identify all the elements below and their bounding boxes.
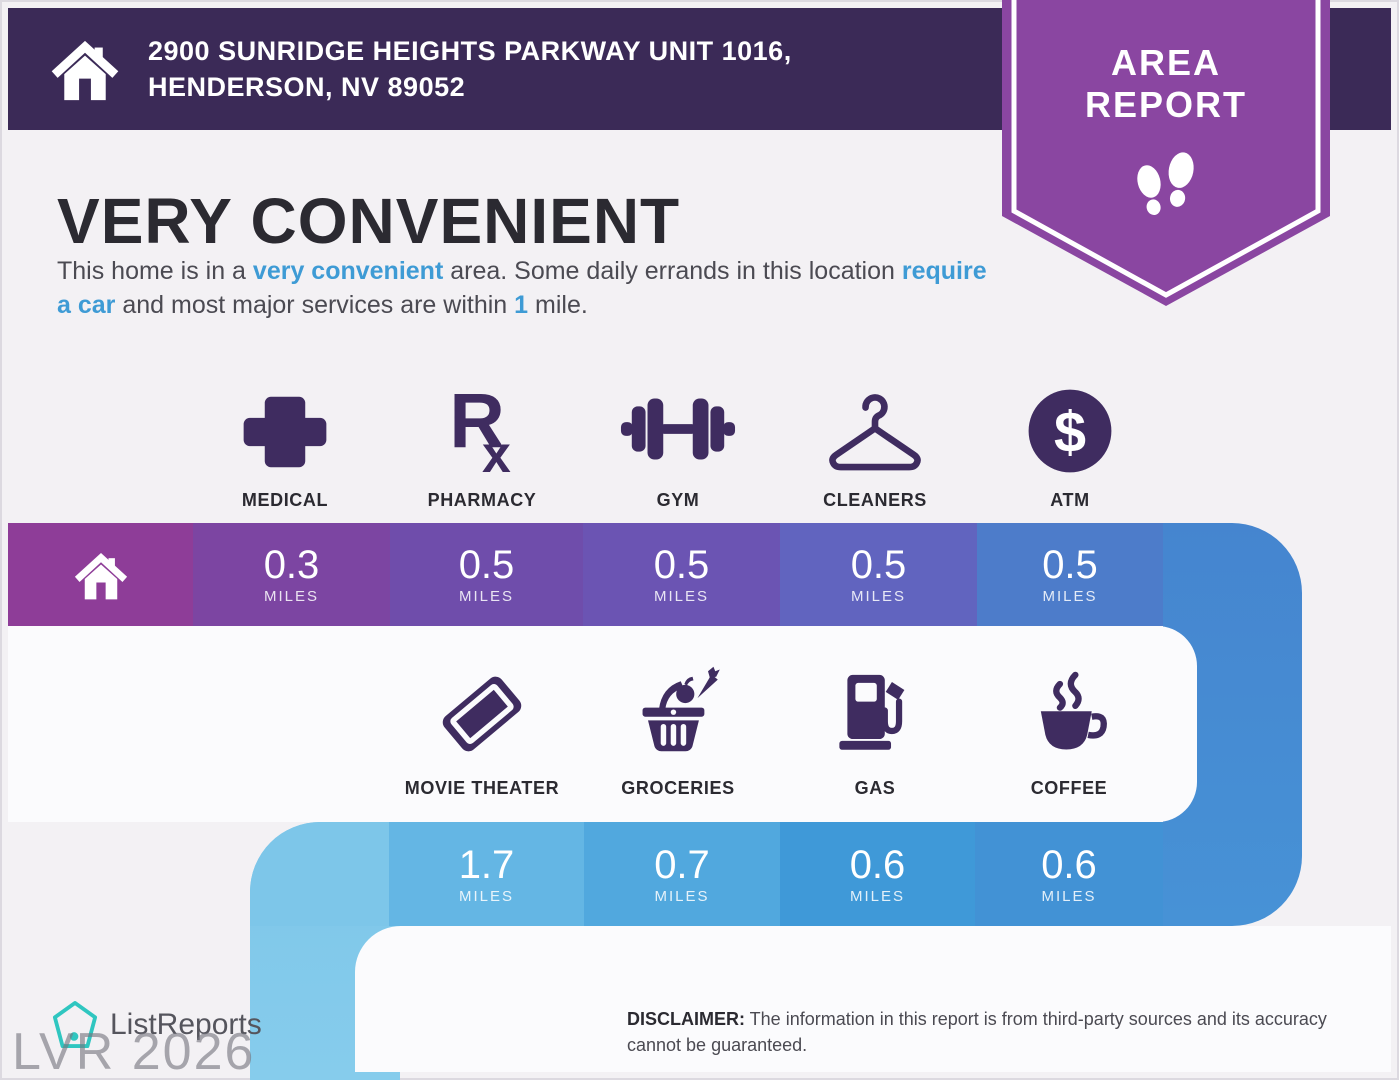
curve-segment bbox=[250, 822, 389, 926]
description-text: and most major services are within bbox=[115, 291, 515, 319]
cleaners-hanger-icon bbox=[829, 394, 921, 471]
listreports-logo: ListReports bbox=[52, 1000, 262, 1050]
distance-value: 0.6 bbox=[1041, 842, 1097, 887]
gas-pump-icon bbox=[839, 674, 905, 750]
svg-text:x: x bbox=[482, 425, 511, 476]
description-text: This home is in a bbox=[57, 257, 253, 285]
pharmacy-rx-icon: R x bbox=[449, 378, 511, 476]
area-report-badge: AREA REPORT bbox=[1002, 0, 1330, 314]
gym-dumbbell-icon bbox=[620, 398, 736, 460]
property-address: 2900 SUNRIDGE HEIGHTS PARKWAY UNIT 1016,… bbox=[148, 33, 792, 105]
distance-unit: MILES bbox=[654, 887, 710, 905]
home-icon bbox=[74, 552, 127, 599]
coffee-cup-icon bbox=[1040, 671, 1107, 750]
distance-segment: 0.5 MILES bbox=[977, 523, 1163, 626]
medical-cross-icon bbox=[243, 396, 327, 468]
distance-segment: 0.5 MILES bbox=[780, 523, 977, 626]
distance-unit: MILES bbox=[458, 588, 514, 605]
distance-unit: MILES bbox=[1041, 887, 1097, 905]
distance-unit: MILES bbox=[458, 887, 514, 905]
category-atm: $ ATM bbox=[975, 376, 1165, 511]
movie-ticket-icon bbox=[442, 676, 522, 752]
category-groceries: GROCERIES bbox=[583, 664, 773, 799]
bottom-white-panel bbox=[355, 926, 1391, 1072]
category-label: MEDICAL bbox=[241, 490, 329, 510]
distance-value: 0.7 bbox=[654, 842, 710, 887]
category-label: ATM bbox=[1050, 490, 1090, 510]
distance-segment: 0.5 MILES bbox=[390, 523, 583, 626]
category-label: MOVIE THEATER bbox=[404, 778, 560, 798]
distance-value: 0.6 bbox=[849, 842, 906, 887]
description-text: area. Some daily errands in this locatio… bbox=[443, 257, 902, 285]
distance-unit: MILES bbox=[849, 887, 905, 905]
category-coffee: COFFEE bbox=[974, 664, 1164, 799]
footprints-icon bbox=[1137, 152, 1194, 216]
middle-white-panel bbox=[8, 626, 1197, 822]
distance-unit: MILES bbox=[263, 588, 319, 605]
home-icon bbox=[51, 40, 119, 101]
category-pharmacy: R x PHARMACY bbox=[387, 376, 577, 511]
logo-text: ListReports bbox=[110, 1008, 262, 1041]
distance-segment: 0.3 MILES bbox=[193, 523, 390, 626]
disclaimer: DISCLAIMER: The information in this repo… bbox=[627, 1006, 1377, 1058]
category-label: GAS bbox=[854, 778, 896, 798]
description-accent-text: very convenient bbox=[252, 257, 444, 285]
groceries-basket-icon bbox=[642, 666, 720, 752]
category-label: GYM bbox=[656, 490, 700, 510]
distance-segment: 0.7 MILES bbox=[584, 822, 780, 926]
distance-value: 0.5 bbox=[653, 543, 710, 587]
listreports-pentagon-icon bbox=[52, 1001, 98, 1049]
distance-segment: 0.6 MILES bbox=[975, 822, 1163, 926]
category-label: CLEANERS bbox=[823, 490, 927, 510]
distance-value: 0.5 bbox=[1042, 543, 1098, 587]
distance-value: 0.3 bbox=[263, 543, 320, 587]
address-line-1: 2900 SUNRIDGE HEIGHTS PARKWAY UNIT 1016, bbox=[148, 36, 792, 66]
badge-line-1: AREA bbox=[1110, 42, 1221, 83]
disclaimer-label: DISCLAIMER: bbox=[627, 1009, 745, 1029]
distance-unit: MILES bbox=[1042, 588, 1098, 605]
disclaimer-text: The information in this report is from t… bbox=[627, 1009, 1327, 1055]
distance-segment: 1.7 MILES bbox=[389, 822, 584, 926]
distance-value: 0.5 bbox=[458, 543, 515, 587]
badge-ribbon-shape bbox=[1002, 0, 1330, 306]
description-accent-text: require a car bbox=[57, 257, 987, 319]
category-gym: GYM bbox=[583, 376, 773, 511]
svg-text:R: R bbox=[449, 378, 504, 464]
category-label: GROCERIES bbox=[621, 778, 735, 798]
distance-value: 0.5 bbox=[850, 543, 907, 587]
address-line-2: HENDERSON, NV 89052 bbox=[148, 72, 466, 102]
page-title: VERY CONVENIENT bbox=[57, 185, 681, 257]
badge-line-2: REPORT bbox=[1084, 84, 1247, 125]
distance-unit: MILES bbox=[850, 588, 906, 605]
description-accent-text: 1 bbox=[514, 291, 529, 319]
category-gas: GAS bbox=[780, 664, 970, 799]
svg-text:$: $ bbox=[1054, 401, 1086, 465]
distance-unit: MILES bbox=[653, 588, 709, 605]
distance-segment: 0.6 MILES bbox=[780, 822, 975, 926]
origin-segment bbox=[8, 523, 193, 626]
category-cleaners: CLEANERS bbox=[780, 376, 970, 511]
distance-bar-top: 0.3 MILES 0.5 MILES 0.5 MILES 0.5 MILES … bbox=[8, 523, 1163, 626]
category-label: COFFEE bbox=[1030, 778, 1108, 798]
distance-bar-bottom: 1.7 MILES 0.7 MILES 0.6 MILES 0.6 MILES bbox=[250, 822, 1163, 926]
category-medical: MEDICAL bbox=[190, 376, 380, 511]
category-movie-theater: MOVIE THEATER bbox=[387, 664, 577, 799]
description-text: mile. bbox=[528, 291, 588, 319]
page-description: This home is in a very convenient area. … bbox=[57, 254, 1007, 322]
distance-segment: 0.5 MILES bbox=[583, 523, 780, 626]
category-label: PHARMACY bbox=[427, 490, 537, 510]
atm-dollar-icon: $ bbox=[1028, 389, 1112, 473]
watermark: LVR 2026 bbox=[12, 1023, 256, 1080]
distance-value: 1.7 bbox=[458, 842, 515, 887]
